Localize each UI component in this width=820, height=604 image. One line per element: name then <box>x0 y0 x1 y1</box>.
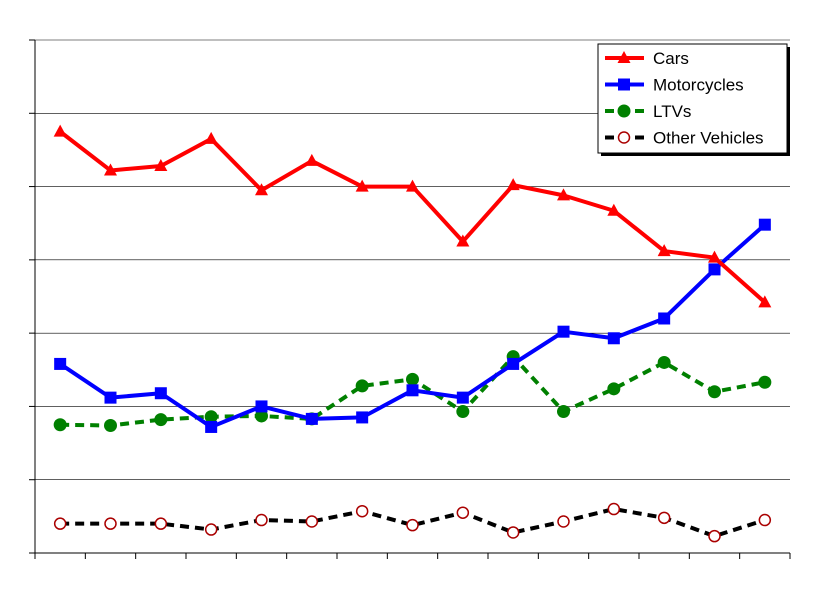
data-point-other-vehicles <box>104 517 117 530</box>
legend-marker-ltvs <box>617 104 631 118</box>
data-point-cars <box>53 124 67 137</box>
data-point-cars <box>506 178 520 191</box>
data-point-motorcycles <box>507 357 520 370</box>
data-point-other-vehicles <box>255 513 268 527</box>
data-point-ltvs <box>53 418 67 432</box>
data-point-motorcycles <box>154 387 167 400</box>
data-point-motorcycles <box>758 218 771 231</box>
data-point-cars <box>708 250 721 263</box>
data-point-motorcycles <box>104 391 117 404</box>
data-point-motorcycles <box>406 384 419 397</box>
data-point-ltvs <box>758 375 772 389</box>
data-point-motorcycles <box>658 312 671 325</box>
data-point-cars <box>204 131 218 144</box>
legend-label-cars: Cars <box>653 49 689 68</box>
data-point-cars <box>255 183 268 196</box>
data-point-cars <box>355 179 369 192</box>
data-point-other-vehicles <box>557 515 570 528</box>
data-point-ltvs <box>406 372 419 386</box>
data-point-cars <box>456 234 470 247</box>
data-point-motorcycles <box>607 332 620 345</box>
data-point-other-vehicles <box>708 529 721 543</box>
data-point-motorcycles <box>255 400 268 413</box>
legend-marker-cars <box>617 51 631 63</box>
data-point-ltvs <box>657 355 671 369</box>
legend-label-motorcycles: Motorcycles <box>653 76 744 95</box>
data-point-cars <box>758 295 772 308</box>
legend-marker-other-vehicles <box>617 131 631 144</box>
legend-label-ltvs: LTVs <box>653 102 691 121</box>
data-point-other-vehicles <box>456 506 470 519</box>
data-point-motorcycles <box>456 391 469 404</box>
data-point-cars <box>305 153 319 166</box>
data-point-ltvs <box>355 379 369 393</box>
data-point-ltvs <box>204 410 218 424</box>
data-point-ltvs <box>154 413 168 427</box>
data-point-ltvs <box>557 405 570 419</box>
data-point-cars <box>557 188 570 201</box>
data-point-motorcycles <box>557 325 570 338</box>
data-point-ltvs <box>456 405 470 419</box>
data-point-other-vehicles <box>305 515 319 528</box>
data-point-motorcycles <box>54 357 67 370</box>
data-point-other-vehicles <box>406 518 419 532</box>
data-point-cars <box>406 179 419 192</box>
data-point-motorcycles <box>205 420 218 433</box>
data-point-other-vehicles <box>154 517 168 530</box>
data-point-other-vehicles <box>355 504 369 518</box>
legend-marker-motorcycles <box>618 78 630 91</box>
data-point-ltvs <box>104 418 117 432</box>
data-point-ltvs <box>255 409 268 423</box>
data-point-other-vehicles <box>506 526 520 539</box>
data-point-other-vehicles <box>204 523 218 536</box>
data-point-other-vehicles <box>607 502 621 516</box>
data-point-motorcycles <box>708 263 721 276</box>
data-point-cars <box>657 244 671 257</box>
data-point-cars <box>607 203 621 216</box>
data-point-motorcycles <box>356 411 369 424</box>
data-point-ltvs <box>607 382 621 396</box>
data-point-cars <box>154 159 168 172</box>
data-point-other-vehicles <box>657 511 671 525</box>
data-point-motorcycles <box>305 412 318 425</box>
data-point-other-vehicles <box>53 517 67 530</box>
data-point-other-vehicles <box>758 513 772 527</box>
legend-label-other-vehicles: Other Vehicles <box>653 129 764 148</box>
series-line-cars <box>58 130 767 304</box>
data-point-ltvs <box>708 385 721 399</box>
data-point-cars <box>104 163 117 176</box>
